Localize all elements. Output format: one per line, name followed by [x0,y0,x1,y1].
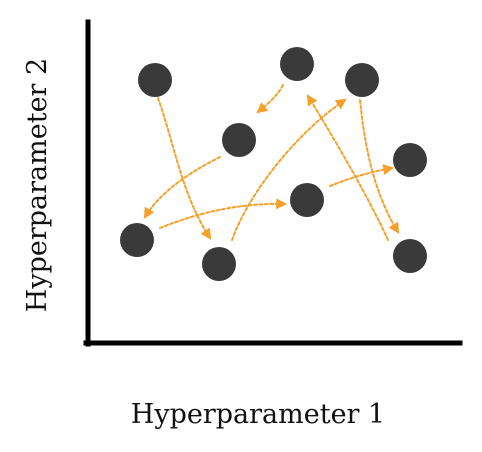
sample-point [290,183,324,217]
search-arrow [359,99,400,234]
search-arrow [306,94,389,241]
search-arrow [159,198,288,229]
sample-point [345,63,379,97]
search-arrow [143,156,221,219]
sample-point [393,239,427,273]
search-arrow [157,97,212,240]
sample-point [222,123,256,157]
x-axis-label: Hyperparameter 1 [131,399,385,430]
search-arrows [143,84,400,241]
search-arrow [231,98,347,241]
sample-point [138,63,172,97]
sample-point [120,223,154,257]
sample-point [202,247,236,281]
sample-point [280,47,314,81]
sample-point [393,143,427,177]
y-axis-label: Hyperparameter 2 [22,58,53,312]
search-arrow [256,84,284,114]
search-arrow [329,164,395,187]
search-points [120,47,427,281]
